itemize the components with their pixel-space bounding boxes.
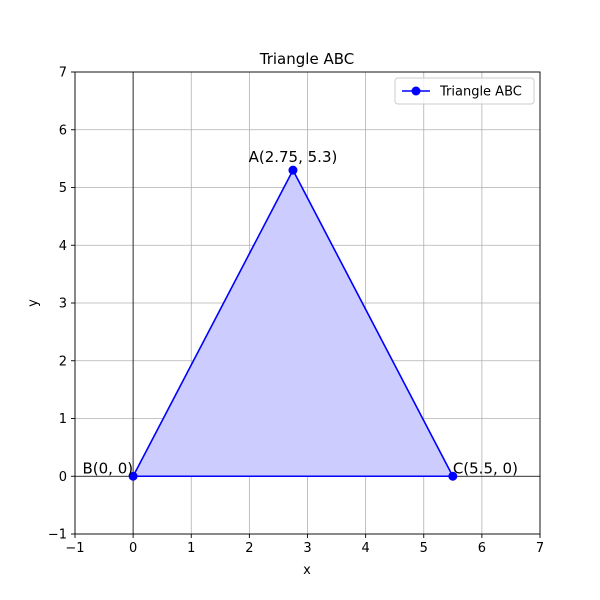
y-tick-label-0: −1: [48, 528, 67, 543]
y-tick-label-4: 3: [59, 297, 67, 312]
x-tick-label-1: 0: [129, 541, 137, 556]
chart-title: Triangle ABC: [259, 50, 354, 68]
plot-area: A(2.75, 5.3) B(0, 0) C(5.5, 0) −1 0 1 2 3 4 5 6 7 −1…: [48, 66, 544, 557]
legend: Triangle ABC: [394, 77, 535, 105]
legend-label-0: Triangle ABC: [439, 85, 522, 100]
triangle-fill: [133, 170, 453, 477]
vertex-marker-0: [288, 165, 298, 175]
vertex-label-1: B(0, 0): [83, 459, 134, 477]
x-tick-label-2: 1: [187, 541, 195, 556]
y-tick-label-8: 7: [59, 66, 67, 81]
y-tick-label-3: 2: [59, 354, 67, 369]
y-tick-label-6: 5: [59, 181, 67, 196]
y-tick-label-1: 0: [59, 470, 67, 485]
y-tick-label-7: 6: [59, 123, 67, 138]
triangle-outline: [132, 169, 454, 478]
y-tick-label-5: 4: [59, 239, 67, 254]
vertex-label-2: C(5.5, 0): [453, 459, 518, 477]
x-tick-label-4: 3: [303, 541, 311, 556]
vertex-marker-1: [128, 471, 138, 481]
x-axis-label: x: [303, 563, 311, 578]
x-tick-label-0: −1: [65, 541, 84, 556]
y-tick-label-2: 1: [59, 412, 67, 427]
vertex-label-0: A(2.75, 5.3): [249, 148, 338, 166]
vertex-marker-2: [448, 471, 458, 481]
x-tick-label-3: 2: [245, 541, 253, 556]
x-tick-label-7: 6: [478, 541, 486, 556]
x-tick-label-8: 7: [536, 541, 544, 556]
x-tick-label-5: 4: [361, 541, 369, 556]
x-tick-label-6: 5: [420, 541, 428, 556]
legend-marker-0: [411, 86, 421, 96]
y-axis-label: y: [26, 299, 41, 307]
legend-box: [394, 77, 535, 105]
